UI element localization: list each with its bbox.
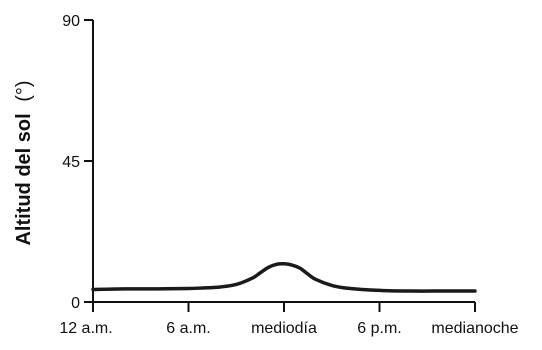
y-tick-label: 90 [62,13,80,30]
y-axis-title: Altitud del sol (°) [13,80,35,245]
series-line-sun-altitude [91,261,477,293]
y-axis-title-unit: (°) [13,80,35,101]
x-ticks: 12 a.m. 6 a.m. mediodía 6 p.m. medianoche [59,302,519,337]
y-ticks: 0 45 90 [62,13,93,312]
x-tick-label: mediodía [251,320,317,337]
y-tick-label: 45 [62,154,80,171]
x-tick-label: 12 a.m. [59,320,112,337]
y-axis-title-text: Altitud del sol [13,113,35,245]
y-tick-label: 0 [71,295,80,312]
x-tick-label: medianoche [431,320,518,337]
axes [92,20,475,303]
x-tick-label: 6 p.m. [357,320,401,337]
x-tick-label: 6 a.m. [166,320,210,337]
